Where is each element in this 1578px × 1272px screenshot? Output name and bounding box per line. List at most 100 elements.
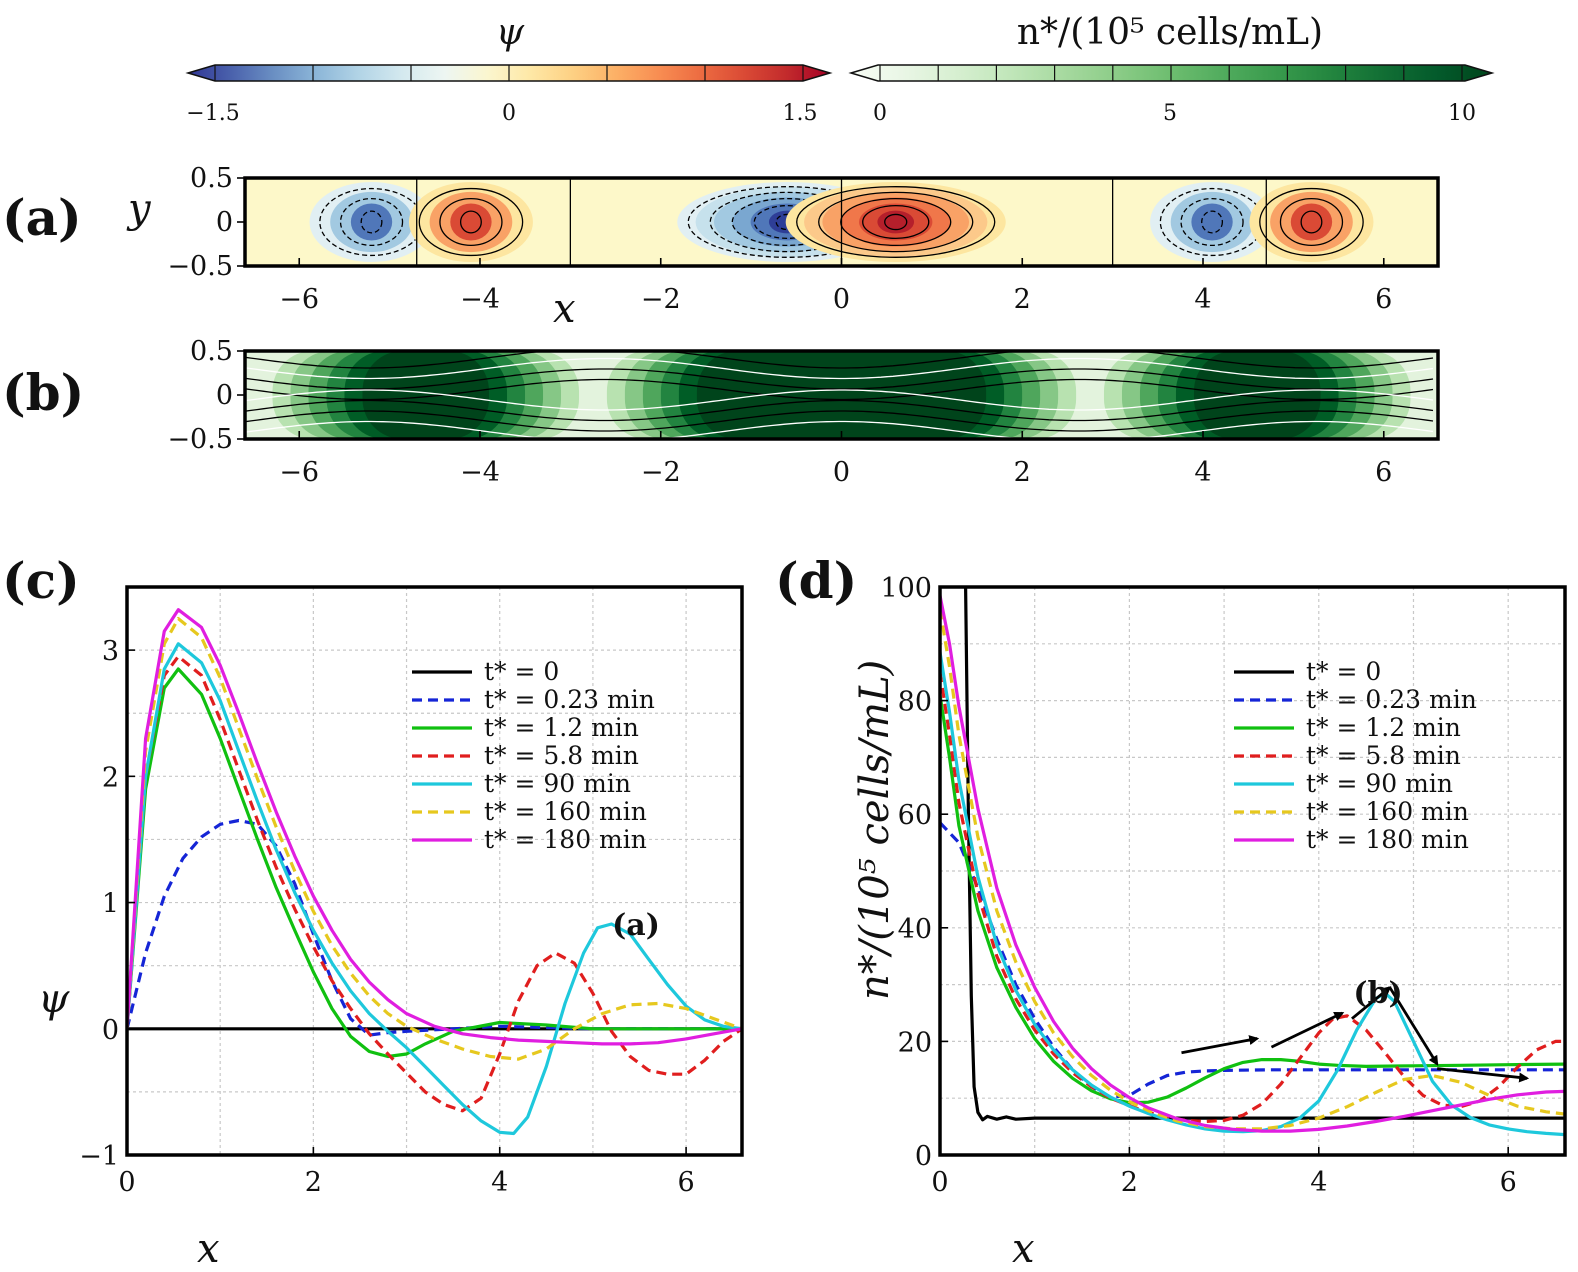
legend-label-4: t* = 90 min: [484, 769, 631, 798]
propagation-arrow-0: [1181, 1035, 1260, 1055]
psi-contour-line: [418, 187, 524, 257]
y-tick-label: 2: [102, 762, 119, 793]
colorbar-n-title: n*/(10⁵ cells/mL): [1017, 12, 1323, 53]
series-line-3: [127, 654, 742, 1113]
y-tick-label: 100: [880, 573, 932, 604]
legend-label-0: t* = 0: [1306, 657, 1381, 686]
density-contour-line: [245, 399, 1434, 422]
legend-label-1: t* = 0.23 min: [1306, 685, 1477, 714]
psi-contour-line: [360, 210, 383, 234]
colorbar-psi-tick-min: −1.5: [186, 101, 239, 126]
panel-a-ylabel: y: [126, 186, 152, 232]
psi-contour-line: [818, 191, 974, 253]
panel-d-frame: [938, 585, 1567, 1157]
x-tick-label: −4: [460, 284, 500, 315]
x-tick-label: 4: [491, 1167, 508, 1198]
density-contour-line: [245, 389, 1434, 411]
x-tick-label: 4: [1194, 284, 1211, 315]
panel-a-field: [245, 178, 1438, 266]
panel-c-xlabel: x: [197, 1226, 220, 1272]
legend-label-5: t* = 160 min: [484, 797, 647, 826]
x-tick-label: 0: [118, 1167, 135, 1198]
y-tick-label: 0: [102, 1015, 119, 1046]
panel-c-label: (c): [2, 551, 80, 610]
psi-contour-line: [840, 197, 952, 247]
y-tick-label: 1: [102, 889, 119, 920]
colorbar-n: n*/(10⁵ cells/mL) 0 5 10: [848, 12, 1495, 126]
panel-c-frame: [125, 585, 744, 1157]
psi-contour-line: [1300, 210, 1323, 234]
x-tick-label: −4: [460, 457, 500, 488]
panel-c-annotation: (a): [612, 908, 660, 943]
psi-contour-line: [796, 186, 996, 258]
density-band: [696, 351, 987, 439]
series-line-2: [127, 667, 742, 1059]
panel-a-xlabel: x: [553, 286, 576, 332]
psi-contour-fill: [877, 210, 915, 234]
density-band: [1193, 351, 1321, 439]
psi-contour-fill: [450, 203, 492, 241]
legend-label-1: t* = 0.23 min: [484, 685, 655, 714]
propagation-arrow-2: [1351, 986, 1392, 1020]
x-tick-label: 6: [1500, 1167, 1517, 1198]
panel-d-annotation: (b): [1353, 976, 1402, 1011]
y-tick-label: 0: [216, 380, 233, 411]
x-tick-label: 2: [1121, 1167, 1138, 1198]
psi-contour-fill: [1191, 203, 1233, 241]
legend-label-5: t* = 160 min: [1306, 797, 1469, 826]
psi-contour-line: [1180, 197, 1244, 247]
panel-d-ylabel: n*/(10⁵ cells/mL): [852, 660, 898, 1000]
density-contour-line: [245, 351, 1434, 369]
x-tick-label: −2: [641, 457, 681, 488]
propagation-arrow-4: [1437, 1067, 1530, 1083]
y-tick-label: 60: [898, 800, 932, 831]
y-tick-label: 40: [898, 914, 932, 945]
legend-label-3: t* = 5.8 min: [484, 741, 639, 770]
series-line-2: [940, 694, 1565, 1105]
x-tick-label: 6: [1375, 284, 1392, 315]
density-contour-line: [245, 357, 1434, 380]
x-tick-label: 0: [833, 284, 850, 315]
x-tick-label: 6: [677, 1167, 694, 1198]
series-line-6: [940, 595, 1565, 1133]
psi-contour-line: [862, 204, 930, 240]
density-contour-line: [245, 420, 1434, 439]
colorbar-psi: ψ −1.5 0 1.5: [185, 12, 833, 126]
series-line-4: [127, 642, 742, 1136]
propagation-arrow-3: [1388, 986, 1439, 1066]
panel-b: (b) −6 −4 −2 0 2 4 6 0.5 0 −0.5: [2, 336, 1440, 488]
psi-contour-line: [884, 213, 908, 231]
series-line-0: [964, 587, 1565, 1122]
y-tick-label: 0: [915, 1141, 932, 1172]
density-contour-line: [245, 368, 1434, 390]
colorbar-psi-tick-max: 1.5: [783, 101, 818, 126]
series-line-6: [127, 608, 742, 1046]
legend-label-2: t* = 1.2 min: [1306, 713, 1461, 742]
legend-label-2: t* = 1.2 min: [484, 713, 639, 742]
x-tick-label: 2: [1014, 284, 1031, 315]
legend-label-3: t* = 5.8 min: [1306, 741, 1461, 770]
y-tick-label: 0.5: [190, 336, 233, 367]
panel-c-ylabel: ψ: [38, 976, 70, 1022]
panel-b-label: (b): [2, 363, 84, 422]
panel-d-xlabel: x: [1012, 1226, 1035, 1272]
colorbar-n-tick-max: 10: [1448, 101, 1476, 126]
x-tick-label: 4: [1194, 457, 1211, 488]
colorbar-n-tick-mid: 5: [1163, 101, 1177, 126]
density-band: [362, 351, 490, 439]
x-tick-label: 0: [931, 1167, 948, 1198]
y-tick-label: 80: [898, 687, 932, 718]
y-tick-label: 3: [102, 636, 119, 667]
y-tick-label: −0.5: [167, 424, 233, 455]
x-tick-label: −6: [279, 284, 319, 315]
x-tick-label: 4: [1310, 1167, 1327, 1198]
y-tick-label: 20: [898, 1027, 932, 1058]
series-line-5: [127, 617, 742, 1061]
density-contour-line: [245, 410, 1434, 432]
psi-contour-fill: [1290, 203, 1333, 241]
panel-b-field: [245, 351, 1438, 439]
x-tick-label: 0: [833, 457, 850, 488]
